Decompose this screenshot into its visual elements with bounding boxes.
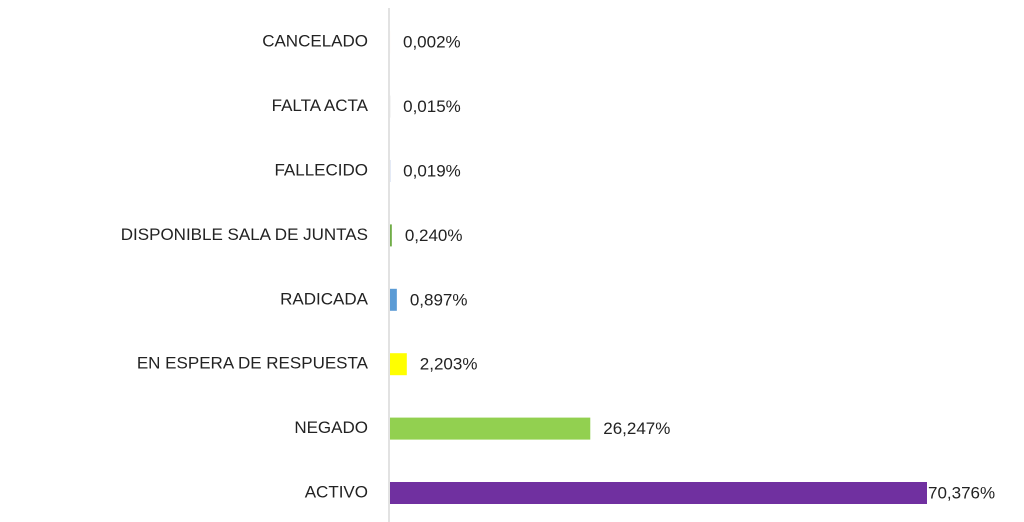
value-label: 70,376% [928,483,995,502]
bar [390,288,397,311]
category-label: FALLECIDO [274,160,368,179]
category-label: DISPONIBLE SALA DE JUNTAS [121,225,368,244]
category-label: NEGADO [294,418,368,437]
value-label: 0,015% [403,97,461,116]
category-label: CANCELADO [262,32,368,51]
bar [390,417,591,440]
bar [390,224,392,247]
category-label: ACTIVO [305,482,368,501]
value-label: 0,002% [403,33,461,52]
value-label: 26,247% [603,419,670,438]
category-label: FALTA ACTA [272,96,369,115]
category-label: RADICADA [280,289,369,308]
bar [390,353,407,376]
category-label: EN ESPERA DE RESPUESTA [137,354,369,373]
value-label: 2,203% [420,355,478,374]
value-label: 0,019% [403,161,461,180]
value-label: 0,897% [410,290,468,309]
bar [390,482,927,504]
value-label: 0,240% [405,226,463,245]
